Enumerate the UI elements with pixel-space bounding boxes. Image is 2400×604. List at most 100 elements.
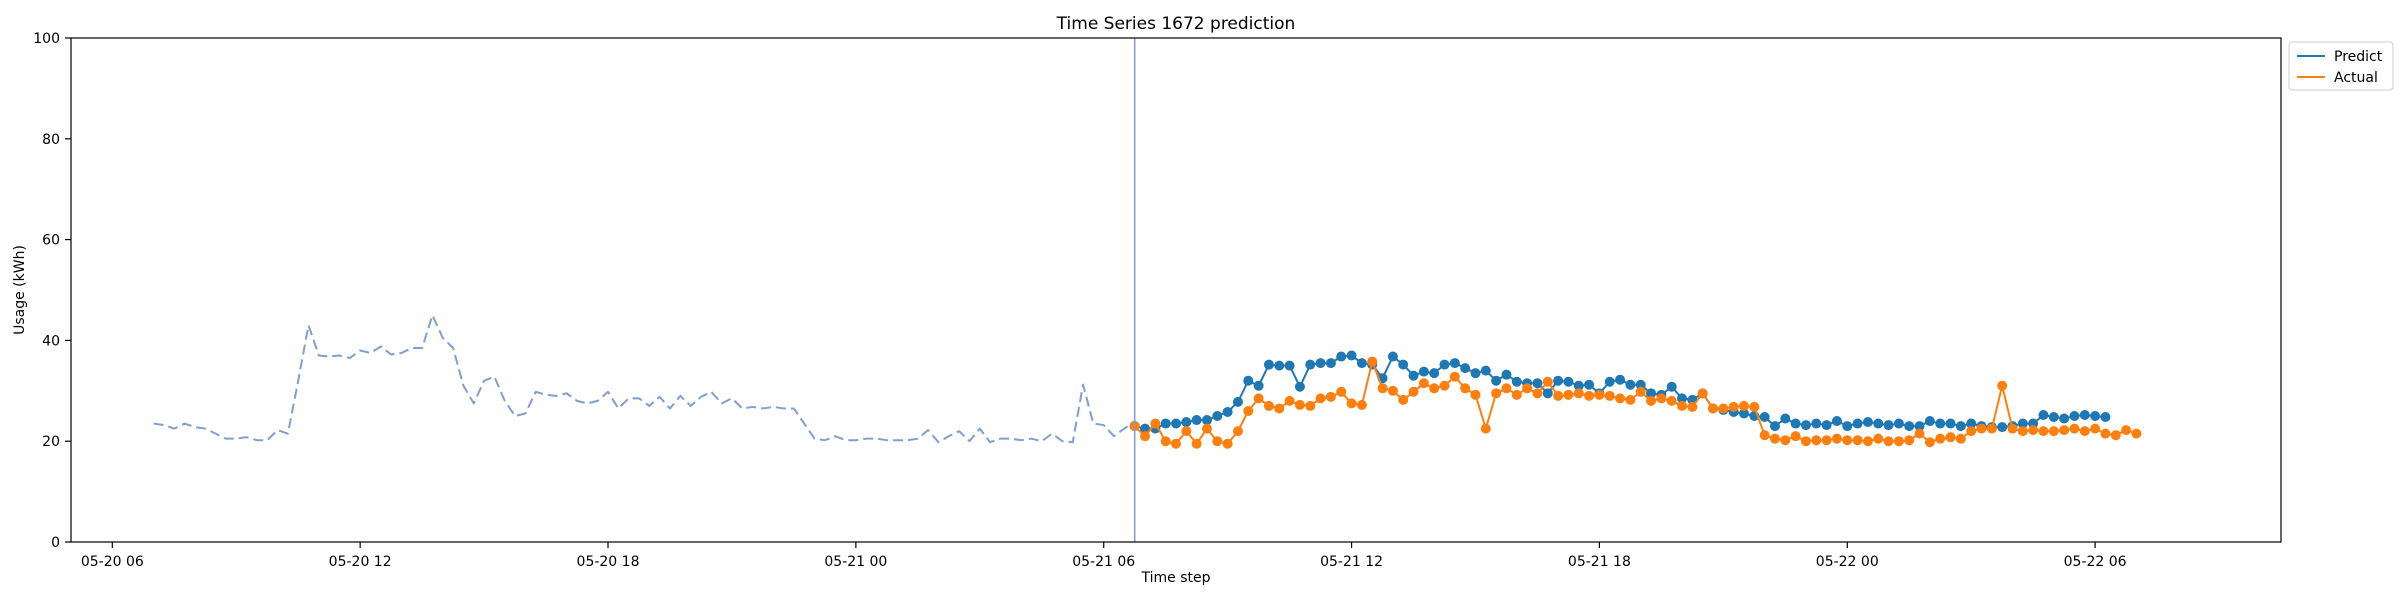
data-point-predict xyxy=(1294,381,1305,392)
data-point-actual xyxy=(2069,423,2080,434)
data-point-predict xyxy=(1439,359,1450,370)
data-point-predict xyxy=(1470,368,1481,379)
data-point-actual xyxy=(1367,356,1378,367)
data-point-predict xyxy=(1625,379,1636,390)
data-point-predict xyxy=(1883,420,1894,431)
data-point-predict xyxy=(1873,418,1884,429)
data-point-predict xyxy=(1584,379,1595,390)
y-tick-label: 40 xyxy=(42,333,60,349)
data-point-predict xyxy=(1997,422,2008,433)
data-point-predict xyxy=(1811,418,1822,429)
data-point-actual xyxy=(1491,388,1502,399)
data-point-predict xyxy=(1532,378,1543,389)
data-point-predict xyxy=(1563,376,1574,387)
data-point-actual xyxy=(1852,435,1863,446)
data-point-actual xyxy=(1955,433,1966,444)
data-point-actual xyxy=(1377,383,1388,394)
data-point-actual xyxy=(1914,428,1925,439)
y-axis-label: Usage (kWh) xyxy=(12,245,28,335)
data-point-actual xyxy=(1904,435,1915,446)
data-point-predict xyxy=(1201,415,1212,426)
data-point-actual xyxy=(1222,438,1233,449)
data-point-actual xyxy=(1150,418,1161,429)
x-tick-label: 05-22 00 xyxy=(1816,554,1879,570)
data-point-predict xyxy=(1160,418,1171,429)
data-point-actual xyxy=(1780,435,1791,446)
y-tick-label: 20 xyxy=(42,434,60,450)
data-point-actual xyxy=(1708,403,1719,414)
y-tick-label: 80 xyxy=(42,132,60,148)
data-point-actual xyxy=(1573,388,1584,399)
data-point-actual xyxy=(2059,425,2070,436)
data-point-predict xyxy=(1243,375,1254,386)
data-point-predict xyxy=(2048,412,2059,423)
series-line-history xyxy=(153,314,1156,444)
data-point-predict xyxy=(1666,381,1677,392)
data-point-actual xyxy=(1429,383,1440,394)
data-point-actual xyxy=(1646,395,1657,406)
data-point-actual xyxy=(1821,435,1832,446)
data-point-actual xyxy=(1501,383,1512,394)
data-point-predict xyxy=(1449,358,1460,369)
data-point-actual xyxy=(1883,436,1894,447)
data-point-actual xyxy=(1336,386,1347,397)
data-point-predict xyxy=(1336,351,1347,362)
data-point-predict xyxy=(1615,374,1626,385)
data-point-actual xyxy=(2079,426,2090,437)
data-point-predict xyxy=(1305,359,1316,370)
data-point-predict xyxy=(1398,359,1409,370)
data-point-actual xyxy=(1522,383,1533,394)
data-point-actual xyxy=(1594,389,1605,400)
data-point-actual xyxy=(2131,428,2142,439)
data-point-predict xyxy=(1893,418,1904,429)
data-point-predict xyxy=(1955,421,1966,432)
data-point-actual xyxy=(1171,438,1181,449)
axes-frame xyxy=(70,37,2282,543)
data-point-predict xyxy=(1553,375,1564,386)
x-tick-label: 05-20 18 xyxy=(577,554,640,570)
data-point-predict xyxy=(1759,412,1770,423)
data-point-actual xyxy=(1212,436,1223,447)
data-point-predict xyxy=(1315,358,1326,369)
data-point-actual xyxy=(1749,401,1760,412)
data-point-predict xyxy=(1501,369,1512,380)
data-point-predict xyxy=(1646,388,1657,399)
data-point-predict xyxy=(1542,388,1553,399)
data-point-actual xyxy=(1460,383,1471,394)
data-point-predict xyxy=(1263,359,1274,370)
data-point-predict xyxy=(1222,406,1233,417)
data-point-predict xyxy=(1480,365,1491,376)
data-point-actual xyxy=(1294,399,1305,410)
x-tick-label: 05-20 06 xyxy=(81,554,144,570)
data-point-actual xyxy=(1356,399,1367,410)
y-tick-label: 100 xyxy=(33,31,60,47)
data-point-actual xyxy=(1181,426,1192,437)
data-point-actual xyxy=(2100,428,2111,439)
data-point-actual xyxy=(1305,400,1316,411)
data-point-actual xyxy=(1769,433,1780,444)
data-point-actual xyxy=(1976,423,1987,434)
data-point-actual xyxy=(1387,385,1398,396)
data-point-actual xyxy=(1408,386,1419,397)
data-point-actual xyxy=(1687,401,1698,412)
data-point-predict xyxy=(1769,421,1780,432)
data-point-predict xyxy=(1852,418,1863,429)
x-tick-label: 05-20 12 xyxy=(329,554,392,570)
data-point-actual xyxy=(2048,426,2059,437)
data-point-actual xyxy=(1532,388,1543,399)
data-point-actual xyxy=(1470,389,1481,400)
data-point-predict xyxy=(1511,376,1522,387)
data-point-actual xyxy=(1274,403,1285,414)
x-tick-label: 05-21 12 xyxy=(1320,554,1383,570)
data-point-actual xyxy=(2007,423,2018,434)
data-point-predict xyxy=(2038,409,2049,420)
x-tick-label: 05-21 00 xyxy=(824,554,887,570)
data-point-predict xyxy=(1914,421,1925,432)
data-point-predict xyxy=(1212,411,1223,421)
data-point-actual xyxy=(1873,433,1884,444)
data-point-actual xyxy=(2017,426,2028,437)
data-point-actual xyxy=(1790,431,1801,442)
data-point-actual xyxy=(1346,398,1357,409)
data-point-actual xyxy=(1862,436,1873,447)
